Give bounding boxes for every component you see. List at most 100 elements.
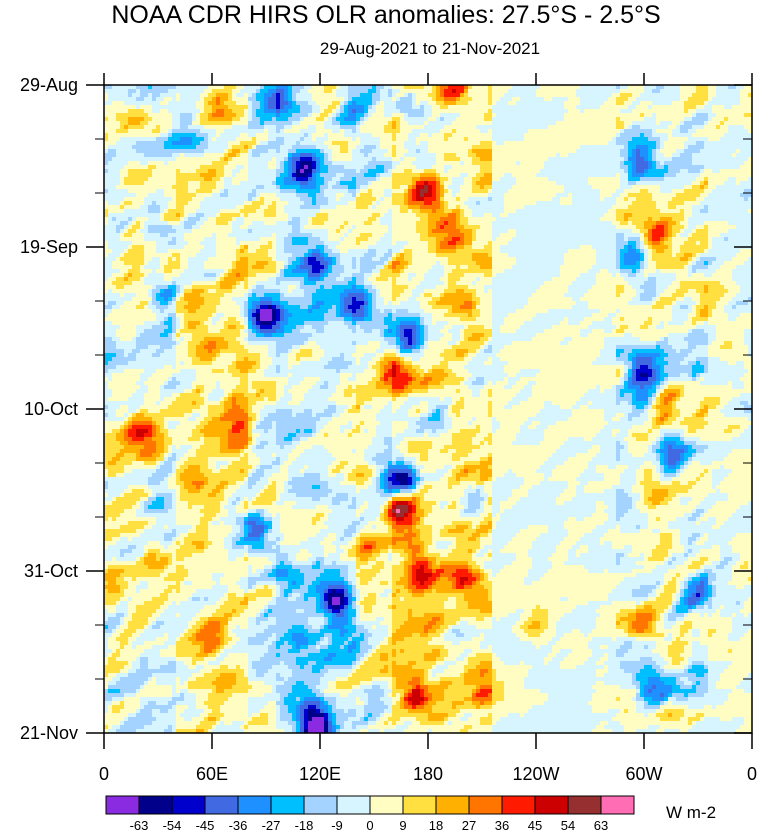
anomaly-cell [148,345,161,350]
anomaly-cell [488,129,493,134]
anomaly-cell [208,349,213,354]
anomaly-cell [332,121,341,126]
anomaly-cell [624,329,689,334]
anomaly-cell [332,393,345,398]
anomaly-cell [692,113,697,118]
anomaly-cell [256,465,261,470]
anomaly-cell [464,461,481,466]
anomaly-cell [532,317,565,322]
anomaly-cell [504,473,517,478]
anomaly-cell [104,129,117,134]
anomaly-cell [200,421,209,426]
anomaly-cell [300,205,321,210]
anomaly-cell [108,149,117,154]
anomaly-cell [668,321,685,326]
anomaly-cell [204,401,221,406]
anomaly-cell [164,433,169,438]
anomaly-cell [480,349,485,354]
anomaly-cell [284,333,313,338]
anomaly-cell [280,161,285,166]
anomaly-cell [700,241,709,246]
anomaly-cell [128,89,137,94]
anomaly-cell [276,85,289,90]
anomaly-cell [536,413,573,418]
anomaly-cell [640,233,645,238]
anomaly-cell [416,465,425,470]
anomaly-cell [636,145,649,150]
anomaly-cell [324,257,333,262]
anomaly-cell [412,333,417,338]
anomaly-cell [312,433,317,438]
anomaly-cell [516,257,565,262]
anomaly-cell [468,265,481,270]
anomaly-cell [152,93,161,98]
anomaly-cell [220,133,241,138]
anomaly-cell [132,421,153,426]
anomaly-cell [260,313,273,318]
anomaly-cell [136,413,145,418]
anomaly-cell [388,361,393,366]
anomaly-cell [416,193,421,198]
anomaly-cell [428,221,437,226]
anomaly-cell [232,269,249,274]
anomaly-cell [280,269,285,274]
anomaly-cell [180,285,185,290]
anomaly-cell [700,185,705,190]
anomaly-cell [164,145,197,150]
anomaly-cell [620,117,645,122]
anomaly-cell [256,481,269,486]
anomaly-cell [420,401,429,406]
anomaly-cell [228,161,249,166]
anomaly-cell [400,337,409,342]
anomaly-cell [624,285,633,290]
anomaly-cell [176,341,181,346]
anomaly-cell [176,181,189,186]
anomaly-cell [120,169,129,174]
anomaly-cell [428,149,469,154]
anomaly-cell [184,321,189,326]
anomaly-cell [104,233,121,238]
anomaly-cell [424,477,441,482]
anomaly-cell [424,309,449,314]
anomaly-cell [624,393,633,398]
anomaly-cell [108,289,113,294]
anomaly-cell [208,141,229,146]
anomaly-cell [620,193,629,198]
anomaly-cell [216,213,221,218]
anomaly-cell [456,241,465,246]
anomaly-cell [380,293,393,298]
anomaly-cell [392,409,397,414]
anomaly-cell [216,345,229,350]
anomaly-cell [476,125,549,130]
anomaly-cell [288,317,325,322]
anomaly-cell [180,97,201,102]
anomaly-cell [200,113,209,118]
anomaly-cell [392,361,397,366]
anomaly-cell [324,349,357,354]
anomaly-cell [476,377,485,382]
anomaly-cell [416,149,421,154]
anomaly-cell [476,353,497,358]
anomaly-cell [632,201,657,206]
anomaly-cell [544,477,549,482]
anomaly-cell [592,329,605,334]
anomaly-cell [124,445,145,450]
anomaly-cell [456,213,461,218]
anomaly-cell [480,165,493,170]
anomaly-cell [144,97,153,102]
anomaly-cell [636,269,641,274]
anomaly-cell [640,285,657,290]
anomaly-cell [356,125,361,130]
anomaly-cell [708,317,729,322]
anomaly-cell [432,409,437,414]
anomaly-cell [376,85,385,90]
anomaly-cell [664,369,693,374]
anomaly-cell [452,417,473,422]
anomaly-cell [396,253,401,258]
anomaly-cell [188,345,197,350]
anomaly-cell [640,237,645,242]
anomaly-cell [684,253,693,258]
anomaly-cell [648,245,653,250]
anomaly-cell [244,409,249,414]
anomaly-cell [544,329,581,334]
